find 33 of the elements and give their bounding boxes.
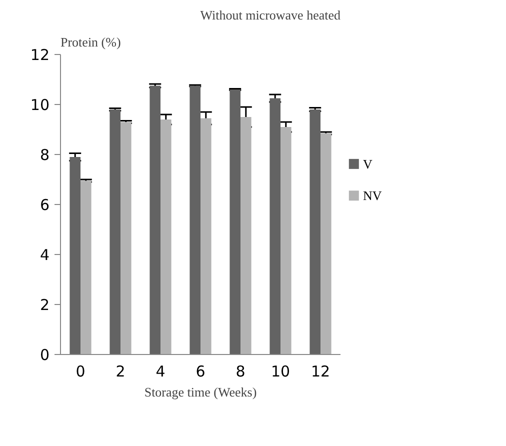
y-tick-label: 8 [40,146,50,164]
bar [120,122,132,354]
legend-label: NV [363,188,382,204]
bar [200,118,212,354]
x-tick-label: 4 [156,362,166,380]
y-tick-label: 2 [40,296,50,314]
x-tick-label: 2 [116,362,126,380]
bar [70,157,80,354]
bar [270,98,280,354]
x-tick-label: 8 [236,362,246,380]
x-tick-label: 0 [76,362,86,380]
bar [240,117,252,354]
y-tick-label: 4 [40,246,50,264]
bar [230,90,240,354]
y-tick-label: 0 [40,346,50,364]
bar [150,86,160,354]
bar [80,180,92,354]
y-tick-label: 12 [30,46,50,64]
x-tick-label: 10 [270,362,290,380]
x-tick-label: 6 [196,362,206,380]
y-tick-label: 6 [40,196,50,214]
legend-label: V [363,156,373,172]
chart-title: Without microwave heated [200,8,341,22]
x-tick-label: 12 [310,362,330,380]
bar [320,133,332,354]
bar [160,120,172,354]
x-axis-title: Storage time (Weeks) [144,384,257,400]
bar [310,110,320,354]
y-axis-title: Protein (%) [60,34,121,50]
bar [110,110,120,354]
bar [190,86,200,354]
y-tick-label: 10 [30,96,50,114]
bar [280,127,292,354]
